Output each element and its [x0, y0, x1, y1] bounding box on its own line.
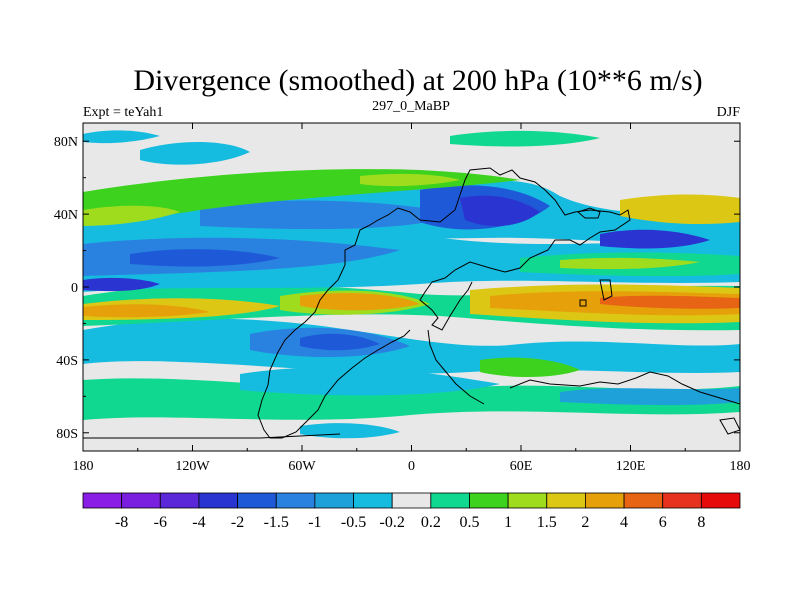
- contour-arctic-cyan: [140, 141, 250, 165]
- colorbar-label: -0.2: [380, 514, 405, 531]
- x-tick-label: 0: [408, 459, 415, 474]
- axes: 180 120W 60W 0 60E 120E 180 80N 40N 0 40S 80S: [54, 123, 751, 474]
- contour-eq-east-yellow: [560, 257, 700, 270]
- outline-australia: [509, 371, 740, 405]
- contour-msouth-green: [480, 357, 580, 377]
- contour-trop-orange2: [300, 293, 420, 311]
- outline-island-2: [599, 279, 613, 301]
- colorbar-label: 1: [504, 514, 512, 531]
- outline-island-1: [577, 207, 601, 219]
- colorbar-swatch: [469, 492, 509, 509]
- colorbar-swatch: [623, 492, 664, 509]
- y-tick-label: 40S: [56, 354, 78, 369]
- colorbar-label: -0.5: [341, 514, 366, 531]
- colorbar-label: 0.5: [459, 514, 479, 531]
- contour-nn-yellowgreen: [360, 173, 460, 187]
- y-tick-label: 40N: [54, 208, 78, 223]
- right-label: DJF: [717, 105, 741, 120]
- colorbar: -8 -6 -4 -2 -1.5 -1 -0.5 -0.2 0.2 0.5 1 1.5 2 4 6 8: [82, 492, 741, 531]
- colorbar-swatch: [353, 492, 393, 509]
- colorbar-swatch: [237, 492, 277, 509]
- colorbar-label: -8: [115, 514, 128, 531]
- colorbar-swatch: [198, 492, 238, 509]
- colorbar-swatch: [546, 492, 586, 509]
- y-tick-label: 80S: [56, 427, 78, 442]
- colorbar-swatch: [275, 492, 316, 509]
- colorbar-swatch: [507, 492, 548, 509]
- colorbar-swatch: [585, 492, 625, 509]
- colorbar-label: -1: [308, 514, 321, 531]
- contour-msouth-dblue: [300, 333, 380, 351]
- x-tick-label: 180: [73, 459, 94, 474]
- colorbar-label: -4: [192, 514, 205, 531]
- y-tick-label: 0: [71, 281, 78, 296]
- colorbar-label: -6: [154, 514, 167, 531]
- outline-americas: [257, 264, 411, 439]
- contour-nn-yellow: [83, 205, 180, 226]
- x-tick-label: 180: [730, 459, 751, 474]
- contour-arctic-cyan2: [83, 130, 160, 144]
- contour-arctic-green: [450, 130, 600, 147]
- colorbar-label: 4: [620, 514, 628, 531]
- contour-s-cyan2: [560, 388, 740, 406]
- x-tick-label: 60E: [510, 459, 533, 474]
- map-area: [83, 123, 740, 451]
- x-tick-label: 120E: [616, 459, 646, 474]
- colorbar-label: -1.5: [264, 514, 289, 531]
- contour-trop-orange: [83, 304, 210, 318]
- outline-eurasia: [344, 167, 631, 331]
- outline-island-3: [579, 299, 587, 307]
- outline-island-4: [719, 417, 740, 435]
- contour-n-ddblue: [460, 195, 540, 227]
- colorbar-label: -2: [231, 514, 244, 531]
- colorbar-swatch: [662, 492, 702, 509]
- contour-n-east-yellow: [620, 194, 740, 224]
- outline-africa-south: [427, 329, 485, 405]
- center-label: 297_0_MaBP: [372, 99, 450, 114]
- colorbar-label: 8: [697, 514, 705, 531]
- colorbar-swatch: [314, 492, 354, 509]
- colorbar-swatch: [700, 492, 741, 509]
- x-tick-label: 60W: [288, 459, 316, 474]
- colorbar-label: 1.5: [537, 514, 557, 531]
- contour-n-east-blue: [600, 229, 710, 249]
- colorbar-swatch: [121, 492, 161, 509]
- contour-n-blue: [200, 200, 460, 230]
- x-tick-label: 120W: [175, 459, 210, 474]
- colorbar-label: 0.2: [421, 514, 441, 531]
- contour-trop-east-red: [600, 295, 740, 309]
- contour-eq-dblue2: [83, 277, 160, 292]
- chart-title: Divergence (smoothed) at 200 hPa (10**6 …: [133, 64, 702, 97]
- contour-eq-dblue: [130, 249, 280, 267]
- outline-antarctic-edge: [83, 433, 341, 439]
- contour-s-cyan: [240, 367, 500, 396]
- left-label: Expt = teYah1: [83, 105, 163, 120]
- continent-outlines: [83, 167, 740, 439]
- colorbar-swatch: [82, 492, 123, 509]
- colorbar-label: 2: [581, 514, 589, 531]
- y-tick-label: 80N: [54, 135, 78, 150]
- colorbar-swatch: [159, 492, 200, 509]
- colorbar-swatch: [430, 492, 470, 509]
- colorbar-label: 6: [659, 514, 667, 531]
- contour-msouth-cyan: [83, 318, 740, 374]
- colorbar-swatch: [391, 492, 432, 509]
